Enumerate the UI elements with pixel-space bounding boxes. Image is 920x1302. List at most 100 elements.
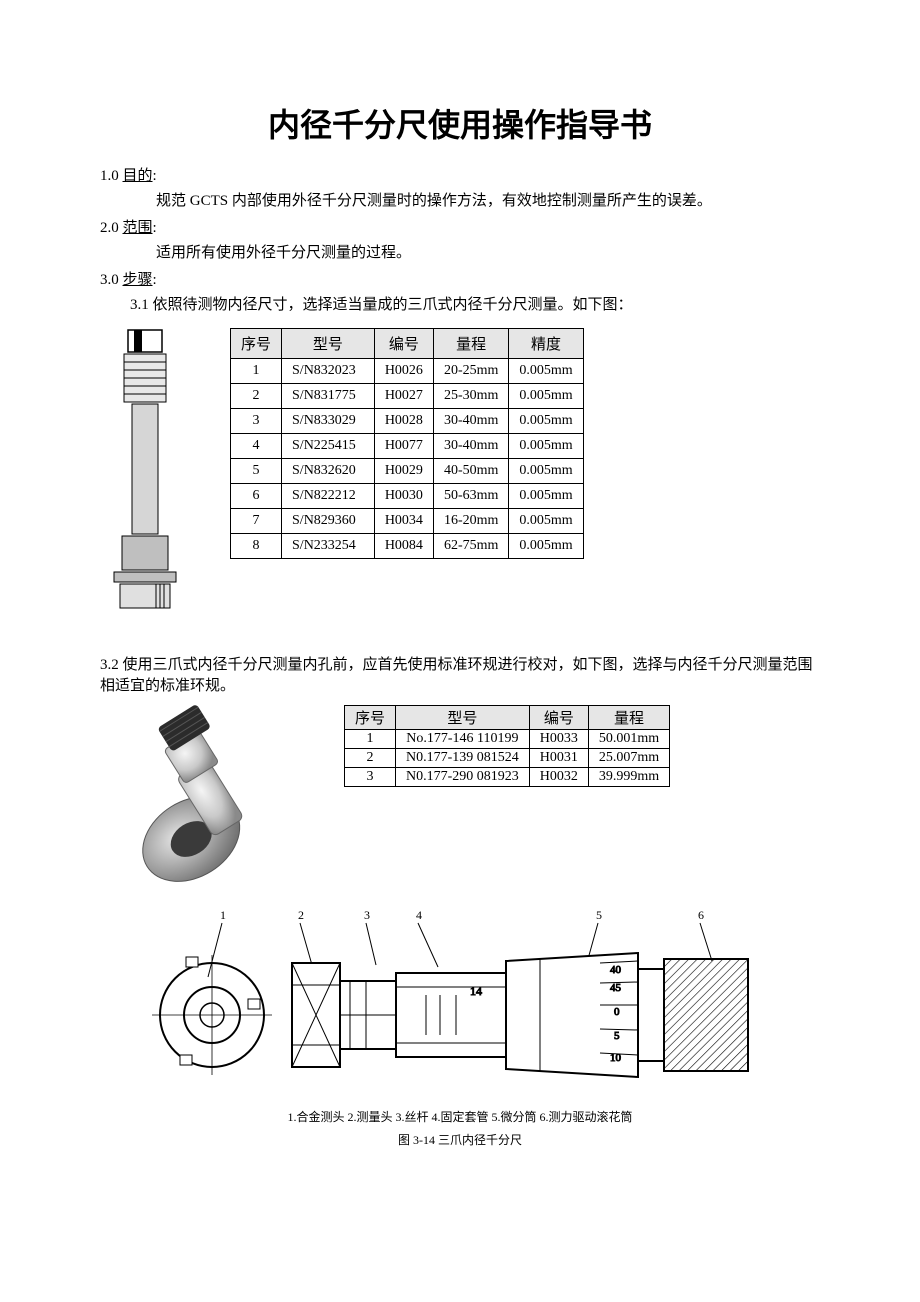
figure-caption: 图 3-14 三爪内径千分尺 — [100, 1131, 820, 1148]
table1-cell: H0084 — [374, 534, 433, 559]
table1-header: 序号 — [231, 329, 282, 359]
table-row: 1No.177-146 110199H003350.001mm — [345, 730, 670, 749]
table-row: 6S/N822212H003050-63mm0.005mm — [231, 484, 584, 509]
svg-text:2: 2 — [298, 908, 304, 922]
section-1-label: 目的 — [123, 168, 153, 184]
table1-cell: 8 — [231, 534, 282, 559]
section-1-head: 1.0 目的: — [100, 164, 820, 185]
table1-cell: 2 — [231, 384, 282, 409]
table1-cell: 62-75mm — [433, 534, 508, 559]
table2-cell: H0031 — [529, 749, 588, 768]
table-row: 5S/N832620H002940-50mm0.005mm — [231, 459, 584, 484]
table2-cell: 2 — [345, 749, 396, 768]
table1-cell: 1 — [231, 359, 282, 384]
svg-text:0: 0 — [614, 1006, 620, 1018]
table1-cell: 25-30mm — [433, 384, 508, 409]
step-3-1-text: 3.1 依照待测物内径尺寸，选择适当量成的三爪式内径千分尺测量。如下图： — [130, 293, 820, 314]
svg-text:45: 45 — [610, 982, 622, 994]
table2-cell: 25.007mm — [588, 749, 669, 768]
step-3-2-text: 3.2 使用三爪式内径千分尺测量内孔前，应首先使用标准环规进行校对，如下图，选择… — [100, 653, 820, 695]
table1-cell: H0029 — [374, 459, 433, 484]
table2-cell: No.177-146 110199 — [396, 730, 530, 749]
table2-header: 型号 — [396, 706, 530, 730]
table-row: 2S/N831775H002725-30mm0.005mm — [231, 384, 584, 409]
table1-cell: 0.005mm — [509, 459, 583, 484]
table2-cell: 3 — [345, 768, 396, 787]
table2-header: 序号 — [345, 706, 396, 730]
table1-cell: H0030 — [374, 484, 433, 509]
table1-cell: S/N829360 — [282, 509, 375, 534]
section-3-colon: : — [153, 272, 157, 288]
table2-cell: 39.999mm — [588, 768, 669, 787]
table1-cell: 0.005mm — [509, 384, 583, 409]
table1-cell: 50-63mm — [433, 484, 508, 509]
table1-cell: 40-50mm — [433, 459, 508, 484]
table-row: 2N0.177-139 081524H003125.007mm — [345, 749, 670, 768]
svg-text:14: 14 — [470, 984, 482, 998]
section-2-head: 2.0 范围: — [100, 216, 820, 237]
table2-cell: N0.177-290 081923 — [396, 768, 530, 787]
table2-cell: N0.177-139 081524 — [396, 749, 530, 768]
table1-header: 编号 — [374, 329, 433, 359]
table1-cell: H0027 — [374, 384, 433, 409]
section-3-label: 步骤 — [123, 272, 153, 288]
table1-cell: 0.005mm — [509, 509, 583, 534]
table2-cell: H0033 — [529, 730, 588, 749]
svg-text:40: 40 — [610, 964, 622, 976]
table1-cell: 20-25mm — [433, 359, 508, 384]
section-1-colon: : — [153, 168, 157, 184]
micrometer-illustration — [100, 328, 190, 623]
table1-cell: 30-40mm — [433, 434, 508, 459]
table1-header: 型号 — [282, 329, 375, 359]
table-row: 3N0.177-290 081923H003239.999mm — [345, 768, 670, 787]
svg-text:3: 3 — [364, 908, 370, 922]
table1-cell: S/N833029 — [282, 409, 375, 434]
ring-gauge-photo — [100, 705, 310, 885]
table1-cell: 7 — [231, 509, 282, 534]
table1-cell: H0077 — [374, 434, 433, 459]
table-row: 3S/N833029H002830-40mm0.005mm — [231, 409, 584, 434]
table1-cell: 5 — [231, 459, 282, 484]
table1-cell: 6 — [231, 484, 282, 509]
table1-cell: 0.005mm — [509, 409, 583, 434]
table1-cell: 16-20mm — [433, 509, 508, 534]
table2-header: 量程 — [588, 706, 669, 730]
spec-table-2: 序号型号编号量程 1No.177-146 110199H003350.001mm… — [344, 705, 670, 787]
table-row: 7S/N829360H003416-20mm0.005mm — [231, 509, 584, 534]
page-title: 内径千分尺使用操作指导书 — [100, 100, 820, 146]
table1-cell: 0.005mm — [509, 484, 583, 509]
svg-text:1: 1 — [220, 908, 226, 922]
table1-cell: 0.005mm — [509, 534, 583, 559]
section-2-colon: : — [153, 220, 157, 236]
table1-cell: H0026 — [374, 359, 433, 384]
table1-cell: S/N822212 — [282, 484, 375, 509]
table-row: 1S/N832023H002620-25mm0.005mm — [231, 359, 584, 384]
table1-header: 精度 — [509, 329, 583, 359]
table-row: 8S/N233254H008462-75mm0.005mm — [231, 534, 584, 559]
table1-cell: H0034 — [374, 509, 433, 534]
table2-cell: 50.001mm — [588, 730, 669, 749]
svg-text:6: 6 — [698, 908, 704, 922]
table1-cell: 0.005mm — [509, 434, 583, 459]
table1-cell: S/N225415 — [282, 434, 375, 459]
micrometer-diagram: 1 2 3 4 5 6 — [100, 905, 820, 1148]
table1-cell: 4 — [231, 434, 282, 459]
spec-table-1: 序号型号编号量程精度 1S/N832023H002620-25mm0.005mm… — [230, 328, 584, 559]
section-1-num: 1.0 — [100, 168, 123, 184]
table1-cell: S/N233254 — [282, 534, 375, 559]
table2-cell: 1 — [345, 730, 396, 749]
parts-caption: 1.合金测头 2.测量头 3.丝杆 4.固定套管 5.微分筒 6.测力驱动滚花筒 — [100, 1108, 820, 1125]
svg-text:5: 5 — [596, 908, 602, 922]
table2-header: 编号 — [529, 706, 588, 730]
svg-text:5: 5 — [614, 1030, 620, 1042]
table1-cell: S/N832023 — [282, 359, 375, 384]
table-row: 4S/N225415H007730-40mm0.005mm — [231, 434, 584, 459]
section-1-text: 规范 GCTS 内部使用外径千分尺测量时的操作方法，有效地控制测量所产生的误差。 — [156, 189, 820, 210]
table1-header: 量程 — [433, 329, 508, 359]
table1-cell: 3 — [231, 409, 282, 434]
svg-text:4: 4 — [416, 908, 422, 922]
section-3-head: 3.0 步骤: — [100, 268, 820, 289]
table1-cell: H0028 — [374, 409, 433, 434]
section-3-num: 3.0 — [100, 272, 123, 288]
table1-cell: S/N832620 — [282, 459, 375, 484]
